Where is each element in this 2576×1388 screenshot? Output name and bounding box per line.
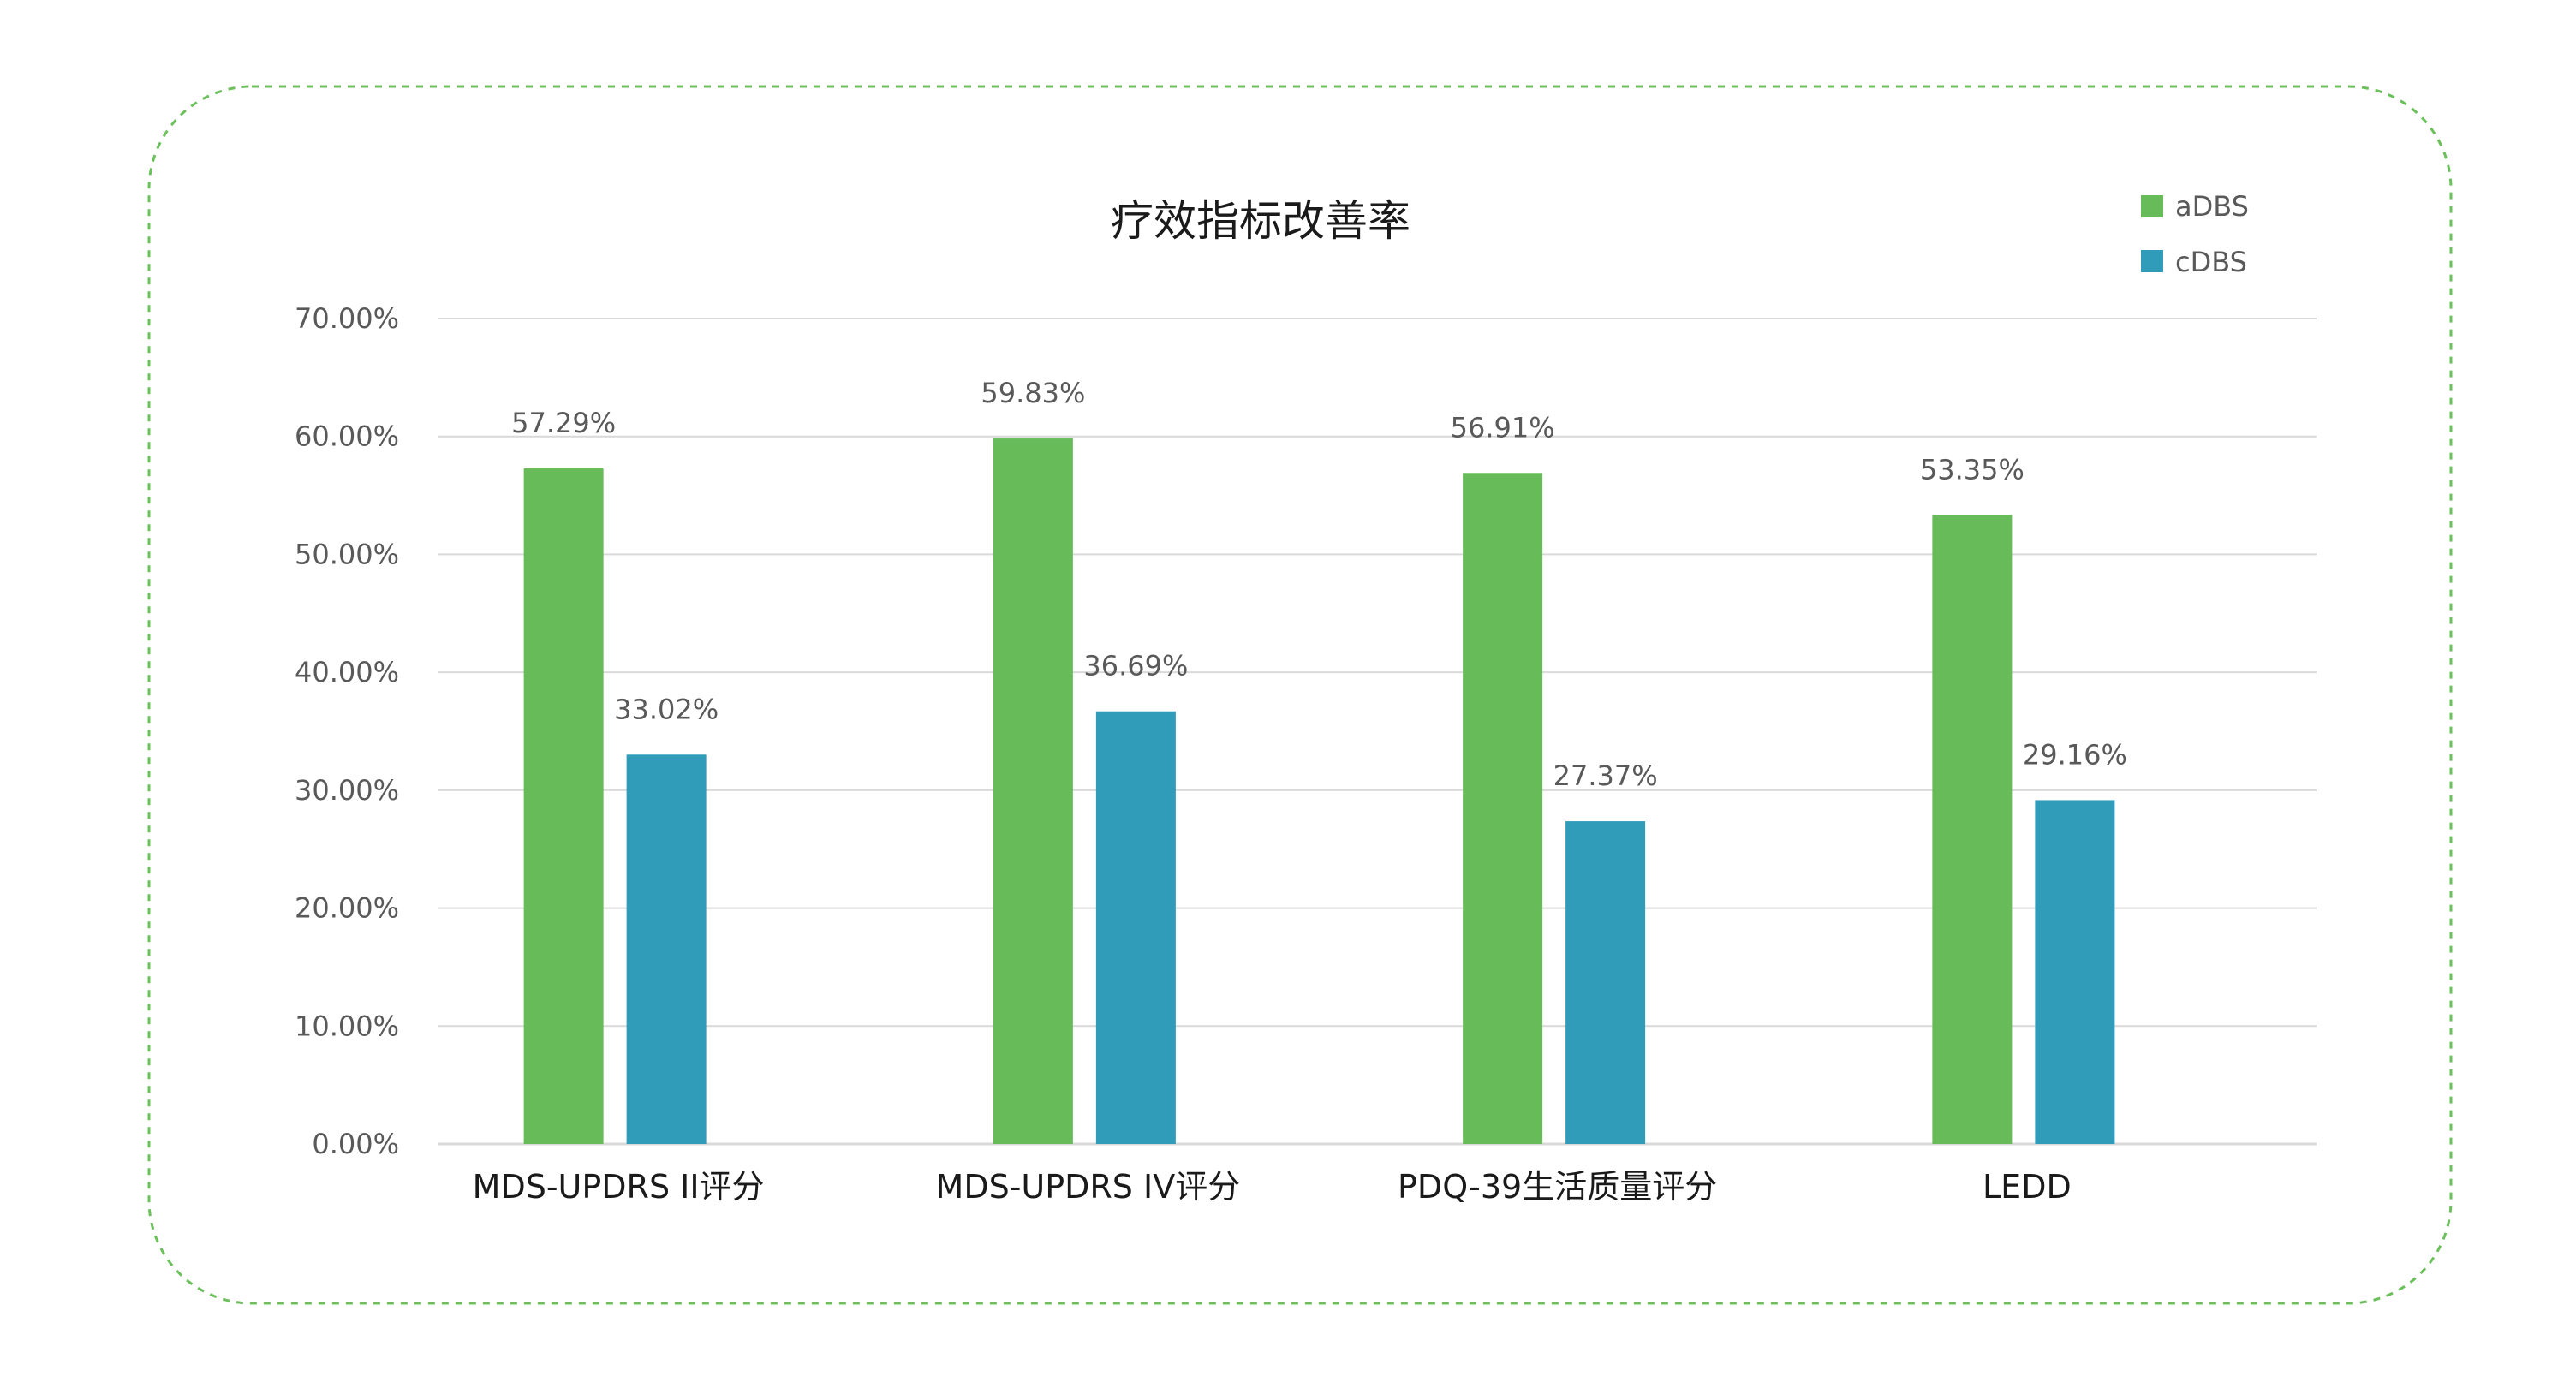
bars: [523, 438, 2115, 1144]
y-tick-label: 0.00%: [312, 1128, 399, 1160]
gridlines: [438, 318, 2317, 1146]
y-tick-label: 30.00%: [295, 774, 399, 807]
legend-label-cdbs: cDBS: [2175, 246, 2247, 278]
data-label: 53.35%: [1920, 453, 2024, 486]
y-axis: 0.00% 10.00% 20.00% 30.00% 40.00% 50.00% 60.00…: [295, 302, 399, 1160]
bar-adbs: [1932, 515, 2012, 1144]
legend-swatch-cdbs: [2141, 250, 2163, 272]
bar-cdbs: [1095, 711, 1176, 1144]
data-labels: 57.29% 33.02% 59.83% 36.69% 56.91% 27.37% 53.3…: [511, 377, 2127, 792]
y-tick-label: 40.00%: [295, 656, 399, 688]
y-tick-label: 70.00%: [295, 302, 399, 335]
data-label: 29.16%: [2023, 738, 2127, 771]
y-tick-label: 10.00%: [295, 1010, 399, 1042]
chart-border: [147, 85, 2453, 1305]
bar-cdbs: [2035, 800, 2115, 1144]
data-label: 36.69%: [1083, 650, 1188, 682]
data-label: 27.37%: [1553, 760, 1658, 792]
bar-cdbs: [1565, 821, 1646, 1144]
bar-adbs: [523, 468, 604, 1144]
legend: aDBS cDBS: [2141, 190, 2249, 278]
x-tick-label: PDQ-39生活质量评分: [1398, 1168, 1717, 1206]
data-label: 57.29%: [511, 407, 616, 439]
chart-title: 疗效指标改善率: [1111, 196, 1410, 246]
x-tick-label: MDS-UPDRS IV评分: [936, 1168, 1241, 1206]
y-tick-label: 50.00%: [295, 538, 399, 570]
data-label: 56.91%: [1451, 411, 1555, 444]
legend-swatch-adbs: [2141, 195, 2163, 217]
data-label: 33.02%: [614, 693, 719, 725]
bar-cdbs: [626, 754, 707, 1144]
bar-adbs: [993, 438, 1073, 1144]
bar-adbs: [1463, 473, 1543, 1144]
y-tick-label: 60.00%: [295, 420, 399, 453]
legend-label-adbs: aDBS: [2175, 190, 2249, 223]
x-axis: MDS-UPDRS II评分 MDS-UPDRS IV评分 PDQ-39生活质量评分…: [473, 1168, 2072, 1206]
x-tick-label: LEDD: [1983, 1168, 2072, 1206]
data-label: 59.83%: [981, 377, 1085, 409]
x-tick-label: MDS-UPDRS II评分: [473, 1168, 765, 1206]
y-tick-label: 20.00%: [295, 892, 399, 925]
